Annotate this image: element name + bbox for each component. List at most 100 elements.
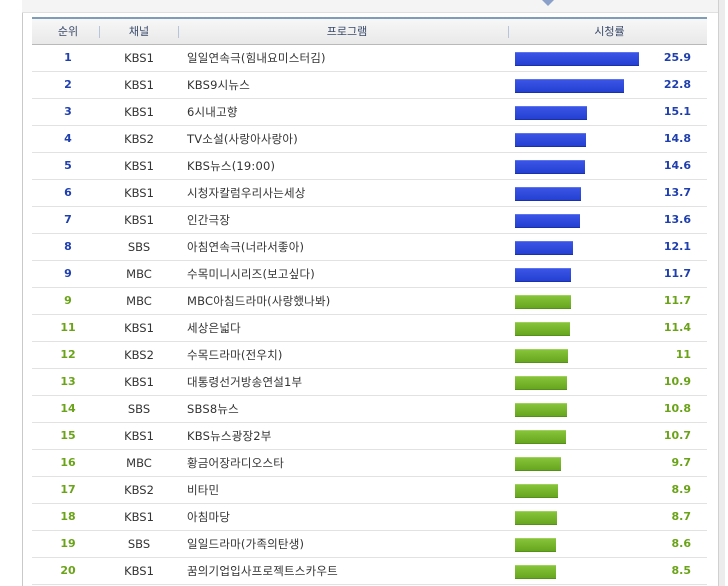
table-body: 1 KBS1 일일연속극(힘내요미스터김) 25.9 2 KBS1 KBS9시뉴스 22.8 3… — [32, 45, 707, 585]
frame-left-border — [22, 0, 23, 586]
program-cell[interactable]: 일일연속극(힘내요미스터김) — [187, 51, 326, 65]
table-row[interactable]: 19 SBS 일일드라마(가족의탄생) 8.6 — [32, 531, 707, 558]
rank-cell: 1 — [64, 51, 72, 64]
table-row[interactable]: 2 KBS1 KBS9시뉴스 22.8 — [32, 72, 707, 99]
channel-cell: SBS — [127, 402, 151, 416]
channel-cell: KBS1 — [124, 105, 154, 119]
table-row[interactable]: 18 KBS1 아침마당 8.7 — [32, 504, 707, 531]
rating-bar — [515, 430, 566, 444]
rating-bar — [515, 403, 567, 417]
header-divider — [99, 26, 100, 38]
program-cell[interactable]: 수목미니시리즈(보고싶다) — [187, 267, 315, 281]
header-rank: 순위 — [57, 25, 79, 38]
header-program: 프로그램 — [326, 25, 368, 38]
table-row[interactable]: 3 KBS1 6시내고향 15.1 — [32, 99, 707, 126]
program-cell[interactable]: KBS뉴스(19:00) — [187, 159, 276, 173]
rating-bar — [515, 322, 570, 336]
rank-cell: 11 — [60, 321, 76, 334]
rating-value: 11 — [675, 348, 691, 361]
channel-cell: MBC — [126, 294, 152, 308]
rating-value: 10.9 — [663, 375, 691, 388]
channel-cell: KBS1 — [124, 51, 154, 65]
table-row[interactable]: 13 KBS1 대통령선거방송연설1부 10.9 — [32, 369, 707, 396]
rank-cell: 13 — [60, 375, 76, 388]
table-row[interactable]: 8 SBS 아침연속극(너라서좋아) 12.1 — [32, 234, 707, 261]
rating-value: 11.7 — [663, 294, 691, 307]
program-cell[interactable]: KBS뉴스광장2부 — [187, 429, 272, 443]
program-cell[interactable]: TV소설(사랑아사랑아) — [187, 132, 298, 146]
rank-cell: 8 — [64, 240, 72, 253]
rank-cell: 7 — [64, 213, 72, 226]
table-row[interactable]: 9 MBC MBC아침드라마(사랑했나봐) 11.7 — [32, 288, 707, 315]
table-row[interactable]: 20 KBS1 꿈의기업입사프로젝트스카우트 8.5 — [32, 558, 707, 585]
rating-bar — [515, 511, 557, 525]
program-cell[interactable]: 수목드라마(전우치) — [187, 348, 283, 362]
rank-cell: 9 — [64, 294, 72, 307]
program-cell[interactable]: 시청자칼럼우리사는세상 — [187, 186, 306, 200]
program-cell[interactable]: 황금어장라디오스타 — [187, 456, 285, 470]
table-row[interactable]: 16 MBC 황금어장라디오스타 9.7 — [32, 450, 707, 477]
rating-value: 8.9 — [671, 483, 692, 496]
program-cell[interactable]: KBS9시뉴스 — [187, 78, 250, 92]
rank-cell: 12 — [60, 348, 76, 361]
scrollbar[interactable] — [718, 0, 725, 586]
table-row[interactable]: 1 KBS1 일일연속극(힘내요미스터김) 25.9 — [32, 45, 707, 72]
program-cell[interactable]: 대통령선거방송연설1부 — [187, 375, 303, 389]
channel-cell: KBS2 — [124, 132, 154, 146]
table-row[interactable]: 15 KBS1 KBS뉴스광장2부 10.7 — [32, 423, 707, 450]
rank-cell: 14 — [60, 402, 76, 415]
table-row[interactable]: 6 KBS1 시청자칼럼우리사는세상 13.7 — [32, 180, 707, 207]
rating-bar — [515, 214, 580, 228]
rank-cell: 18 — [60, 510, 76, 523]
rating-bar — [515, 268, 571, 282]
program-cell[interactable]: 꿈의기업입사프로젝트스카우트 — [187, 564, 338, 578]
table-row[interactable]: 5 KBS1 KBS뉴스(19:00) 14.6 — [32, 153, 707, 180]
rating-bar — [515, 106, 587, 120]
channel-cell: KBS1 — [124, 375, 154, 389]
rating-value: 13.7 — [663, 186, 691, 199]
rating-bar — [515, 457, 561, 471]
table-row[interactable]: 9 MBC 수목미니시리즈(보고싶다) 11.7 — [32, 261, 707, 288]
program-cell[interactable]: 인간극장 — [187, 213, 231, 227]
table-row[interactable]: 14 SBS SBS8뉴스 10.8 — [32, 396, 707, 423]
rating-bar — [515, 187, 581, 201]
channel-cell: KBS2 — [124, 483, 154, 497]
table-row[interactable]: 17 KBS2 비타민 8.9 — [32, 477, 707, 504]
rating-bar — [515, 160, 585, 174]
rating-value: 8.7 — [671, 510, 692, 523]
channel-cell: KBS1 — [124, 78, 154, 92]
table-row[interactable]: 11 KBS1 세상은넓다 11.4 — [32, 315, 707, 342]
rating-value: 11.7 — [663, 267, 691, 280]
program-cell[interactable]: 일일드라마(가족의탄생) — [187, 537, 305, 551]
rank-cell: 2 — [64, 78, 72, 91]
table-row[interactable]: 12 KBS2 수목드라마(전우치) 11 — [32, 342, 707, 369]
channel-cell: SBS — [127, 240, 151, 254]
header-divider — [178, 26, 179, 38]
program-cell[interactable]: 비타민 — [187, 483, 220, 497]
program-cell[interactable]: 아침마당 — [187, 510, 231, 524]
program-cell[interactable]: SBS8뉴스 — [187, 402, 239, 416]
channel-cell: MBC — [126, 267, 152, 281]
rank-cell: 19 — [60, 537, 76, 550]
table-row[interactable]: 4 KBS2 TV소설(사랑아사랑아) 14.8 — [32, 126, 707, 153]
channel-cell: KBS1 — [124, 186, 154, 200]
program-cell[interactable]: MBC아침드라마(사랑했나봐) — [187, 294, 331, 308]
rating-value: 22.8 — [663, 78, 691, 91]
header-channel: 채널 — [128, 25, 150, 38]
channel-cell: KBS1 — [124, 159, 154, 173]
table-row[interactable]: 7 KBS1 인간극장 13.6 — [32, 207, 707, 234]
header-rating: 시청률 — [594, 25, 625, 38]
rank-cell: 5 — [64, 159, 72, 172]
program-cell[interactable]: 세상은넓다 — [187, 321, 241, 335]
rating-value: 10.7 — [663, 429, 691, 442]
program-cell[interactable]: 아침연속극(너라서좋아) — [187, 240, 305, 254]
rating-value: 15.1 — [663, 105, 691, 118]
program-cell[interactable]: 6시내고향 — [187, 105, 238, 119]
rating-value: 25.9 — [663, 51, 691, 64]
channel-cell: KBS1 — [124, 564, 154, 578]
rating-bar — [515, 484, 558, 498]
channel-cell: SBS — [127, 537, 151, 551]
rating-value: 8.6 — [671, 537, 692, 550]
rating-value: 12.1 — [663, 240, 691, 253]
rank-cell: 20 — [60, 564, 76, 577]
